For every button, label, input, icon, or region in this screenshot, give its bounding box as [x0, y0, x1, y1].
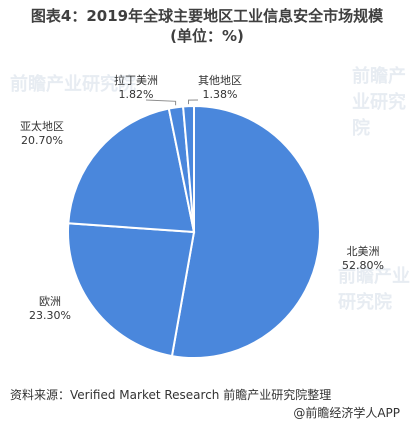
pie-slice-5 [182, 104, 195, 233]
slice-value-3: 20.70% [21, 134, 63, 147]
slice-label-3: 亚太地区 [20, 120, 64, 133]
credit-note: @前瞻经济学人APP [293, 406, 400, 420]
leader-line-5 [188, 99, 199, 105]
slice-label-2: 欧洲 [39, 295, 61, 308]
slice-label-5: 其他地区 [198, 74, 242, 87]
pie-slice-3 [67, 107, 196, 234]
watermark-top-right: 前瞻产业研究院 [352, 66, 406, 139]
pie-slice-2 [67, 222, 196, 358]
slice-value-2: 23.30% [29, 309, 71, 322]
chart-title: 图表4：2019年全球主要地区工业信息安全市场规模 [30, 7, 384, 25]
watermark-top-left: 前瞻产业研究院 [10, 74, 136, 95]
slice-value-4: 1.82% [119, 88, 154, 101]
slice-label-1: 北美洲 [347, 245, 380, 258]
slice-value-5: 1.38% [203, 88, 238, 101]
pie-slice-1 [170, 104, 321, 359]
slice-label-4: 拉丁美洲 [114, 73, 158, 87]
watermark-right: 前瞻产业研究院 [338, 266, 410, 313]
leader-line-4 [145, 99, 177, 106]
slice-value-1: 52.80% [342, 259, 384, 272]
source-note: 资料来源：Verified Market Research 前瞻产业研究院整理 [10, 388, 332, 402]
chart-title-unit: (单位：%) [170, 27, 244, 45]
